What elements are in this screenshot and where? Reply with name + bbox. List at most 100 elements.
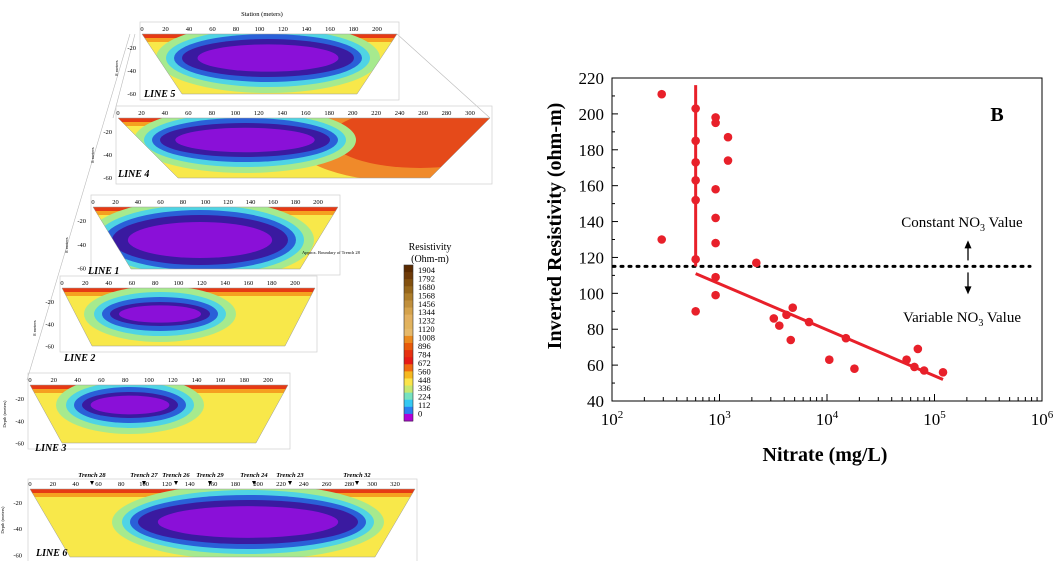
- depth-tick-label: -20: [45, 299, 54, 306]
- station-tick-label: 80: [118, 481, 125, 488]
- depth-tick-label: -20: [15, 396, 24, 403]
- down-arrow-head: [964, 286, 972, 295]
- layer-purple: [175, 127, 315, 153]
- colorbar-label: 112: [418, 400, 430, 410]
- trench-marker: [288, 481, 292, 485]
- station-tick-label: 40: [74, 377, 81, 384]
- colorbar-label: 1680: [418, 282, 435, 292]
- profile-label: LINE 3: [34, 443, 66, 454]
- profile-label: LINE 1: [87, 266, 119, 277]
- station-tick-label: 40: [135, 199, 142, 206]
- trench-label: Trench 27: [130, 472, 158, 479]
- station-tick-label: 40: [105, 280, 112, 287]
- data-point: [711, 272, 720, 282]
- panel-label: B: [990, 104, 1003, 126]
- station-tick-label: 240: [395, 110, 405, 117]
- y-tick-label: 120: [579, 248, 605, 267]
- station-tick-label: 320: [390, 481, 400, 488]
- y-tick-label: 100: [579, 284, 605, 303]
- side-label: Depth (meters): [2, 400, 7, 428]
- y-tick-label: 60: [587, 356, 604, 375]
- colorbar-label: 1344: [418, 307, 436, 317]
- constant-no3-annotation: Constant NO3 Value: [901, 215, 1023, 234]
- station-tick-label: 80: [122, 377, 129, 384]
- station-tick-label: 0: [28, 481, 31, 488]
- trench-label: Trench 29: [196, 472, 224, 479]
- station-tick-label: 200: [263, 377, 273, 384]
- y-axis-label: Inverted Resistivity (ohm-m): [544, 103, 566, 350]
- station-tick-label: 180: [267, 280, 277, 287]
- depth-tick-label: -60: [127, 91, 136, 98]
- profile-frame: [27, 372, 291, 450]
- y-tick-label: 80: [587, 320, 604, 339]
- profile-frame: [27, 478, 418, 561]
- data-point: [769, 314, 779, 323]
- data-point: [691, 158, 700, 167]
- station-tick-label: 80: [180, 199, 187, 206]
- colorbar-label: 336: [418, 383, 431, 393]
- station-tick-label: 240: [299, 481, 309, 488]
- data-point: [657, 235, 667, 244]
- colorbar-swatch: [404, 328, 413, 337]
- colorbar-swatch: [404, 279, 413, 287]
- station-tick-label: 180: [349, 26, 359, 33]
- colorbar-swatch: [404, 343, 413, 351]
- colorbar-swatch: [404, 357, 413, 365]
- profile-label: LINE 4: [117, 169, 149, 180]
- station-tick-label: 300: [367, 481, 377, 488]
- data-point: [711, 238, 720, 248]
- colorbar-swatch: [404, 413, 413, 422]
- colorbar-swatch: [404, 335, 413, 344]
- station-tick-label: 140: [185, 481, 195, 488]
- station-tick-label: 220: [276, 481, 286, 488]
- nitrate-resistivity-chart: B Nitrate (mg/L) Inverted Resistivity (o…: [544, 69, 1054, 466]
- station-tick-label: 180: [324, 110, 334, 117]
- station-tick-label: 260: [322, 481, 332, 488]
- data-point: [902, 355, 911, 365]
- colorbar-label: 1568: [418, 290, 435, 300]
- trench-label: Trench 28: [78, 472, 106, 479]
- plot-frame: [611, 77, 1043, 402]
- colorbar-swatch: [404, 293, 413, 301]
- data-point: [910, 362, 919, 372]
- profile-frame: [90, 194, 341, 276]
- station-tick-label: 140: [192, 377, 202, 384]
- layer-purple: [90, 395, 170, 415]
- data-point: [850, 364, 859, 374]
- variable-no3-annotation: Variable NO3 Value: [903, 310, 1021, 329]
- station-tick-label: 180: [230, 481, 240, 488]
- data-point: [711, 184, 720, 194]
- colorbar-swatch: [404, 364, 413, 372]
- colorbar-swatch: [404, 272, 413, 280]
- profile-label: LINE 6: [35, 548, 67, 559]
- x-axis-label: Nitrate (mg/L): [763, 444, 888, 466]
- data-point: [913, 344, 923, 354]
- station-tick-label: 160: [268, 199, 278, 206]
- trench-label: Trench 24: [240, 472, 268, 479]
- station-tick-label: 140: [246, 199, 256, 206]
- layer-purple: [197, 44, 339, 72]
- depth-tick-label: -60: [103, 175, 112, 182]
- profile-section: [93, 207, 338, 269]
- data-point: [775, 321, 784, 330]
- x-tick-label: 102: [601, 409, 624, 429]
- section-outline: [141, 33, 398, 95]
- station-tick-label: 280: [442, 110, 452, 117]
- colorbar-title-line2: (Ohm-m): [411, 254, 449, 265]
- side-label: 8 meters: [90, 147, 95, 163]
- profile-1: 0 20 40 60 80 100 120 140 160 180 200 -20 -40 -60 8 me…: [114, 11, 400, 101]
- x-tick-label: 106: [1031, 409, 1054, 429]
- station-tick-label: 140: [302, 26, 312, 33]
- trench-label: Trench 32: [343, 472, 371, 479]
- side-label: Depth (meters): [0, 506, 5, 534]
- trench-marker: [208, 481, 212, 485]
- station-tick-label: 160: [208, 481, 218, 488]
- depth-tick-label: -20: [103, 129, 112, 136]
- y-tick-label: 140: [579, 213, 605, 232]
- station-tick-label: 160: [301, 110, 311, 117]
- profile-frame: [139, 21, 400, 101]
- y-tick-label: 40: [587, 392, 604, 411]
- colorbar-label: 0: [418, 409, 422, 419]
- data-point: [919, 366, 929, 375]
- x-tick-label: 105: [923, 409, 946, 429]
